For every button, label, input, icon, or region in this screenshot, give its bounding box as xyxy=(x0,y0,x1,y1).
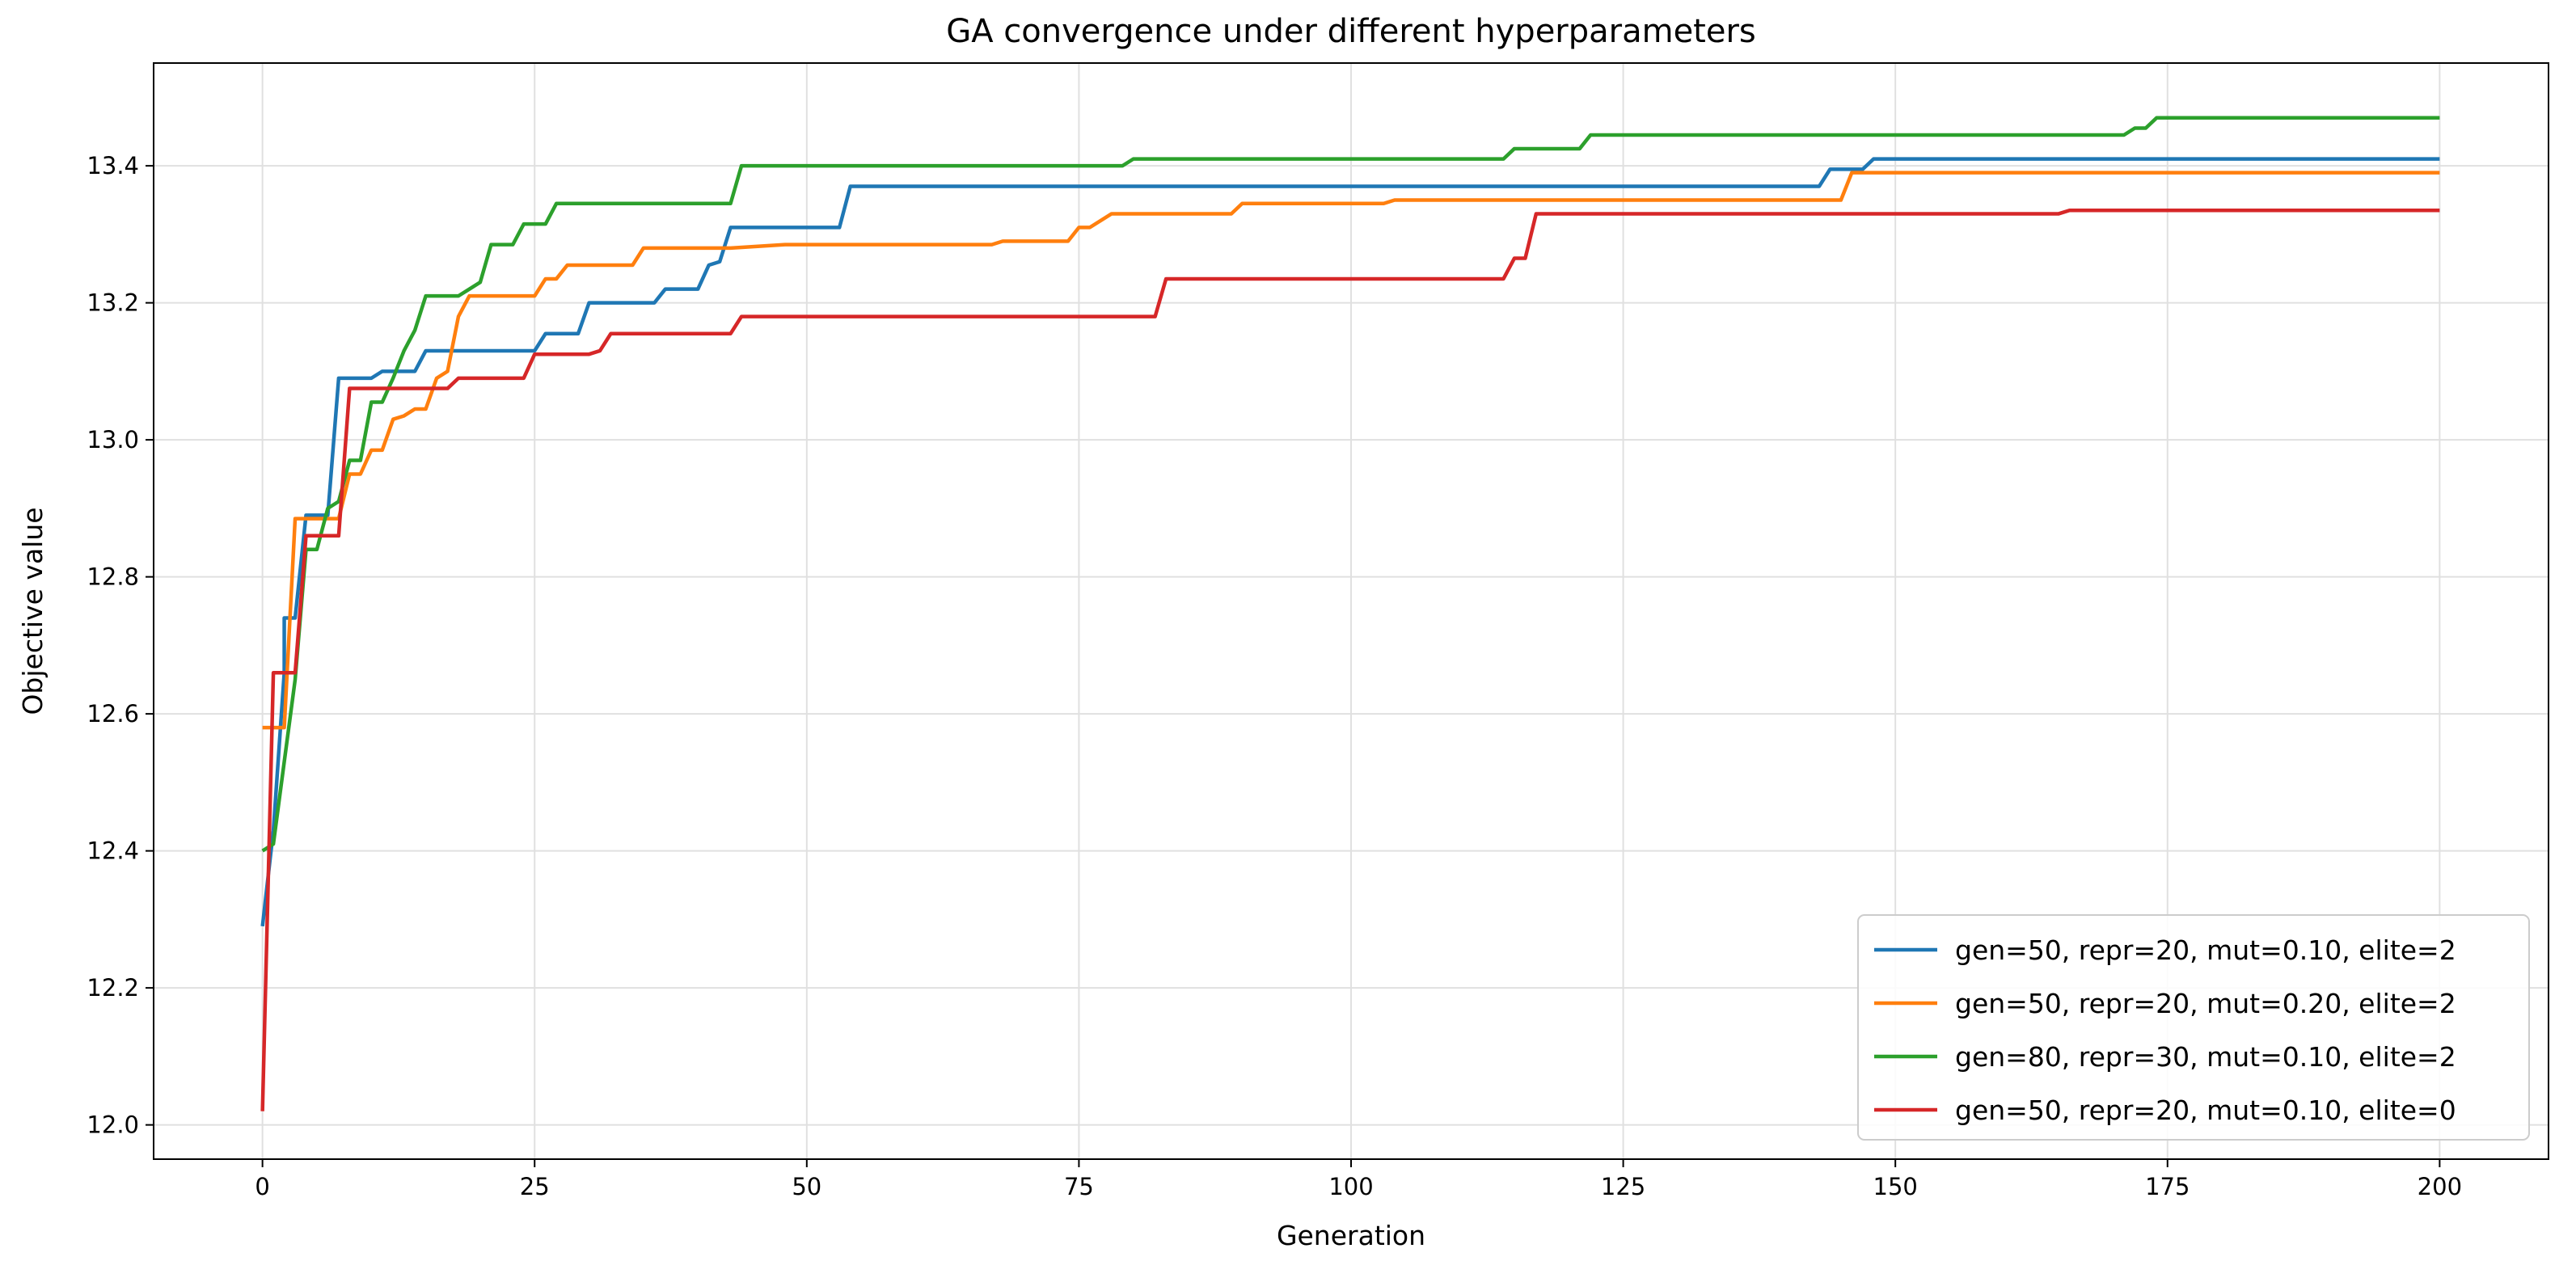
x-tick-label: 25 xyxy=(520,1173,550,1200)
y-tick-label: 13.0 xyxy=(87,426,139,453)
series-line-2 xyxy=(262,171,2440,730)
legend-label-1: gen=50, repr=20, mut=0.10, elite=2 xyxy=(1955,934,2456,966)
y-tick-label: 13.4 xyxy=(87,152,139,179)
y-tick-label: 12.6 xyxy=(87,700,139,728)
y-tick-label: 12.4 xyxy=(87,837,139,865)
y-axis-label: Objective value xyxy=(17,507,49,715)
legend-label-3: gen=80, repr=30, mut=0.10, elite=2 xyxy=(1955,1041,2456,1073)
legend-label-2: gen=50, repr=20, mut=0.20, elite=2 xyxy=(1955,988,2456,1019)
x-tick-label: 50 xyxy=(792,1173,821,1200)
x-tick-label: 150 xyxy=(1873,1173,1918,1200)
y-tick-label: 12.8 xyxy=(87,563,139,591)
series-layer xyxy=(260,116,2440,1111)
x-axis-label: Generation xyxy=(1277,1220,1425,1251)
x-tick-label: 175 xyxy=(2145,1173,2190,1200)
x-tick-label: 125 xyxy=(1601,1173,1645,1200)
y-tick-label: 13.2 xyxy=(87,289,139,317)
legend: gen=50, repr=20, mut=0.10, elite=2 gen=50… xyxy=(1857,914,2530,1141)
x-tick-label: 75 xyxy=(1064,1173,1094,1200)
x-tick-label: 200 xyxy=(2418,1173,2462,1200)
chart-title: GA convergence under different hyperpara… xyxy=(946,13,1756,50)
y-tick-label: 12.0 xyxy=(87,1111,139,1139)
series-line-4 xyxy=(260,208,2440,1111)
x-tick-label: 0 xyxy=(255,1173,269,1200)
series-line-3 xyxy=(261,116,2440,853)
legend-label-4: gen=50, repr=20, mut=0.10, elite=0 xyxy=(1955,1094,2456,1126)
y-axis: 12.0 12.2 12.4 12.6 12.8 13.0 13.2 13.4 xyxy=(87,152,154,1139)
x-axis: 0 25 50 75 100 125 150 175 200 xyxy=(255,1159,2462,1200)
x-tick-label: 100 xyxy=(1328,1173,1373,1200)
series-line-1 xyxy=(260,157,2440,927)
y-tick-label: 12.2 xyxy=(87,974,139,1002)
legend-box xyxy=(1857,914,2530,1141)
